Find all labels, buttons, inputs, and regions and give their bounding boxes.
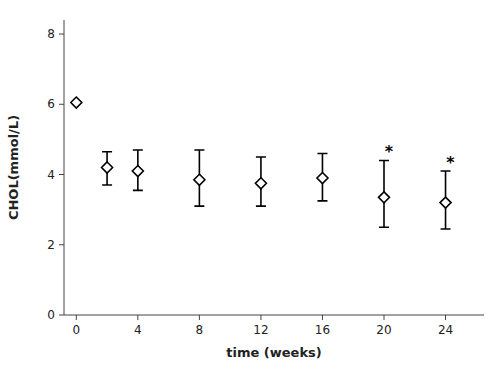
point [194,174,205,185]
point [102,162,113,173]
error-bar [317,153,327,200]
x-tick-label: 20 [376,323,391,337]
error-bar [194,150,204,206]
error-bar [102,152,112,185]
x-tick [384,315,385,320]
x-tick [76,315,77,320]
annotation: * [446,153,455,172]
y-tick [59,244,64,245]
y-tick-label: 4 [47,168,55,182]
x-tick-label: 4 [134,323,142,337]
error-bar [441,171,451,229]
x-tick [199,315,200,320]
point [379,192,390,203]
x-tick-label: 8 [196,323,204,337]
point [255,178,266,189]
y-axis-line [64,20,65,315]
error-bar [256,157,266,206]
point [317,173,328,184]
y-tick-label: 0 [47,308,55,322]
y-tick [59,34,64,35]
x-tick-label: 0 [72,323,80,337]
x-tick [445,315,446,320]
marks [71,97,451,229]
point [132,166,143,177]
y-axis-label: CHOL(mmol/L) [6,115,21,220]
annotation: * [385,142,394,161]
point [440,197,451,208]
x-tick [260,315,261,320]
error-bar [133,150,143,190]
y-tick [59,104,64,105]
error-bar [379,160,389,227]
x-tick [322,315,323,320]
y-tick-label: 2 [47,238,55,252]
x-axis-label: time (weeks) [226,345,321,360]
y-tick [59,315,64,316]
chart: 0481216202402468time (weeks)CHOL(mmol/L)… [0,0,500,367]
chart-container: 0481216202402468time (weeks)CHOL(mmol/L)… [0,0,500,367]
x-axis-line [64,315,484,316]
x-tick-label: 12 [253,323,268,337]
x-tick-label: 16 [315,323,330,337]
point [71,97,82,108]
x-tick-label: 24 [438,323,453,337]
y-tick-label: 6 [47,97,55,111]
x-tick [137,315,138,320]
y-tick-label: 8 [47,27,55,41]
y-tick [59,174,64,175]
